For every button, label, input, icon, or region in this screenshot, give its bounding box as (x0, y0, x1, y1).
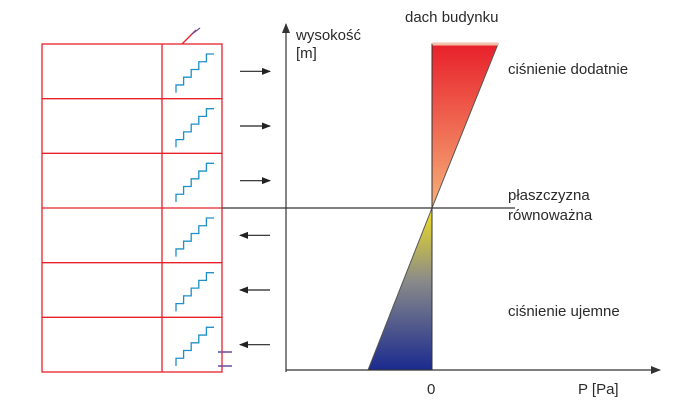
building (41, 27, 232, 373)
stair-flight (175, 217, 214, 257)
x-axis-label: P [Pa] (578, 381, 619, 398)
stair-flight (175, 272, 214, 312)
positive-pressure-label: ciśnienie dodatnie (508, 61, 628, 78)
stair-flight (175, 53, 214, 93)
stair-flight (175, 326, 214, 366)
stair-flight (175, 162, 214, 202)
roof-hatch-open (191, 27, 201, 35)
negative-pressure-label: ciśnienie ujemne (508, 303, 620, 320)
y-axis-unit: [m] (296, 45, 317, 62)
positive-pressure-region (431, 43, 499, 209)
zero-label: 0 (427, 381, 435, 398)
y-axis-label: wysokość (295, 27, 362, 44)
neutral-plane-label-1: płaszczyzna (508, 187, 590, 204)
airflow-arrows (239, 67, 271, 349)
roof-label: dach budynku (405, 9, 498, 26)
neutral-plane-label-2: równoważna (508, 207, 593, 224)
stair-flight (175, 108, 214, 148)
negative-pressure-region (367, 207, 433, 371)
